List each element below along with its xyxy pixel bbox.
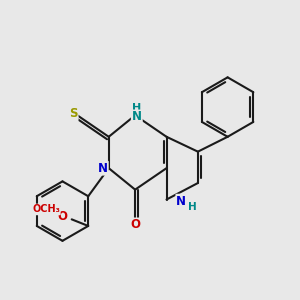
Text: O: O (58, 210, 68, 223)
Text: OCH₃: OCH₃ (32, 204, 60, 214)
Text: N: N (176, 195, 186, 208)
Text: H: H (132, 103, 141, 113)
Text: O: O (130, 218, 140, 232)
Text: S: S (69, 107, 78, 120)
Text: N: N (132, 110, 142, 124)
Text: N: N (98, 162, 108, 175)
Text: H: H (188, 202, 197, 212)
